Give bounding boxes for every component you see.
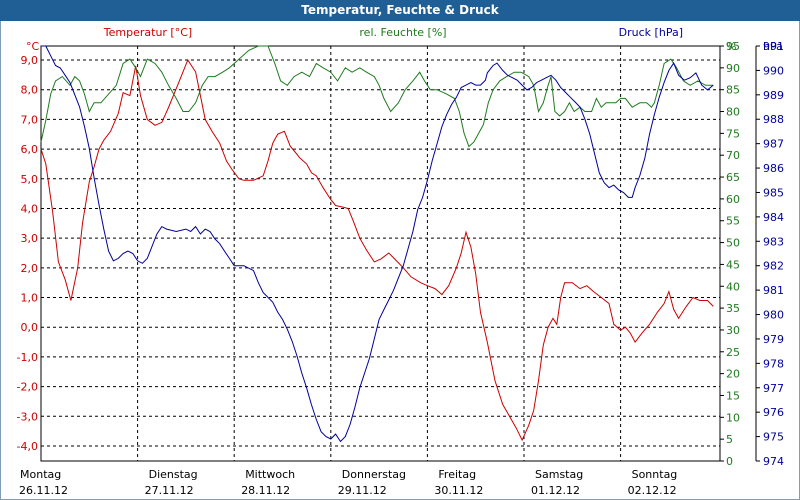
temp-tick-label: 2,0 — [21, 262, 39, 275]
temp-tick-label: 1,0 — [21, 292, 39, 305]
temp-tick-label: 8,0 — [21, 84, 39, 97]
plot-border — [40, 45, 721, 462]
humidity-tick-label: 65 — [726, 171, 740, 184]
x-date-label: 30.11.12 — [434, 484, 483, 497]
temperature-axis-title: Temperatur [°C] — [103, 26, 192, 39]
x-date-label: 26.11.12 — [19, 484, 68, 497]
temp-tick-label: 6,0 — [21, 143, 39, 156]
pressure-tick-label: 988 — [763, 113, 784, 126]
humidity-line — [40, 45, 714, 148]
temp-tick-label: -3,0 — [17, 410, 38, 423]
humidity-tick-label: 70 — [726, 149, 740, 162]
humidity-tick-label: 75 — [726, 127, 740, 140]
x-date-label: 27.11.12 — [145, 484, 194, 497]
title-bar: Temperatur, Feuchte & Druck — [0, 0, 800, 21]
temp-tick-label: 7,0 — [21, 113, 39, 126]
pressure-tick-label: 986 — [763, 162, 784, 175]
temp-tick-label: -4,0 — [17, 440, 38, 453]
temp-tick-label: 4,0 — [21, 202, 39, 215]
pressure-tick-label: 990 — [763, 64, 784, 77]
pressure-tick-label: 977 — [763, 382, 784, 395]
pressure-tick-label: 982 — [763, 260, 784, 273]
temperature-line — [40, 58, 714, 442]
pressure-tick-label: 987 — [763, 138, 784, 151]
pressure-tick-label: 989 — [763, 89, 784, 102]
x-day-label: Mittwoch — [245, 468, 295, 481]
humidity-tick-label: 60 — [726, 193, 740, 206]
temp-tick-label: 3,0 — [21, 232, 39, 245]
grid — [41, 46, 720, 461]
axis-labels: 9,0 8,0 7,0 6,0 5,0 4,0 3,0 2,0 1,0 0,0 -1,0 -2,0 -3… — [17, 26, 784, 497]
humidity-tick-label: 95 — [726, 40, 740, 53]
temp-tick-label: -2,0 — [17, 381, 38, 394]
humidity-tick-label: 20 — [726, 368, 740, 381]
humidity-tick-label: 35 — [726, 302, 740, 315]
pressure-tick-label: 983 — [763, 235, 784, 248]
x-day-label: Samstag — [535, 468, 583, 481]
pressure-tick-label: 991 — [763, 40, 784, 53]
x-day-label: Montag — [20, 468, 61, 481]
temp-tick-label: -1,0 — [17, 351, 38, 364]
humidity-tick-label: 45 — [726, 258, 740, 271]
x-date-label: 01.12.12 — [531, 484, 580, 497]
humidity-tick-label: 0 — [726, 455, 733, 468]
x-day-label: Sonntag — [632, 468, 678, 481]
humidity-unit-label: % — [726, 40, 736, 53]
humidity-tick-label: 50 — [726, 237, 740, 250]
humidity-tick-label: 30 — [726, 324, 740, 337]
temp-tick-label: 0,0 — [21, 321, 39, 334]
pressure-tick-label: 978 — [763, 357, 784, 370]
x-day-label: Donnerstag — [342, 468, 406, 481]
pressure-tick-label: 984 — [763, 211, 784, 224]
series-lines — [40, 45, 714, 443]
pressure-tick-label: 985 — [763, 186, 784, 199]
humidity-tick-label: 55 — [726, 215, 740, 228]
humidity-tick-label: 85 — [726, 84, 740, 97]
x-date-label: 02.12.12 — [628, 484, 677, 497]
pressure-tick-label: 974 — [763, 455, 784, 468]
humidity-tick-label: 40 — [726, 280, 740, 293]
pressure-tick-label: 979 — [763, 333, 784, 346]
humidity-tick-label: 15 — [726, 389, 740, 402]
x-day-label: Freitag — [438, 468, 476, 481]
pressure-axis-title: Druck [hPa] — [619, 26, 683, 39]
humidity-tick-label: 25 — [726, 346, 740, 359]
pressure-tick-label: 976 — [763, 406, 784, 419]
pressure-unit-label: hPa — [763, 40, 783, 53]
x-date-label: 28.11.12 — [241, 484, 290, 497]
chart-title: Temperatur, Feuchte & Druck — [301, 3, 499, 17]
pressure-line — [41, 45, 714, 443]
humidity-tick-label: 80 — [726, 106, 740, 119]
humidity-tick-label: 90 — [726, 62, 740, 75]
pressure-tick-label: 980 — [763, 309, 784, 322]
x-date-label: 29.11.12 — [338, 484, 387, 497]
temp-tick-label: 5,0 — [21, 173, 39, 186]
humidity-axis-title: rel. Feuchte [%] — [359, 26, 446, 39]
pressure-tick-label: 981 — [763, 284, 784, 297]
axes — [40, 45, 760, 462]
humidity-tick-label: 5 — [726, 433, 733, 446]
temp-tick-label: 9,0 — [21, 54, 39, 67]
temperature-unit-label: °C — [26, 40, 40, 53]
pressure-tick-label: 975 — [763, 431, 784, 444]
x-day-label: Dienstag — [149, 468, 198, 481]
humidity-tick-label: 10 — [726, 411, 740, 424]
